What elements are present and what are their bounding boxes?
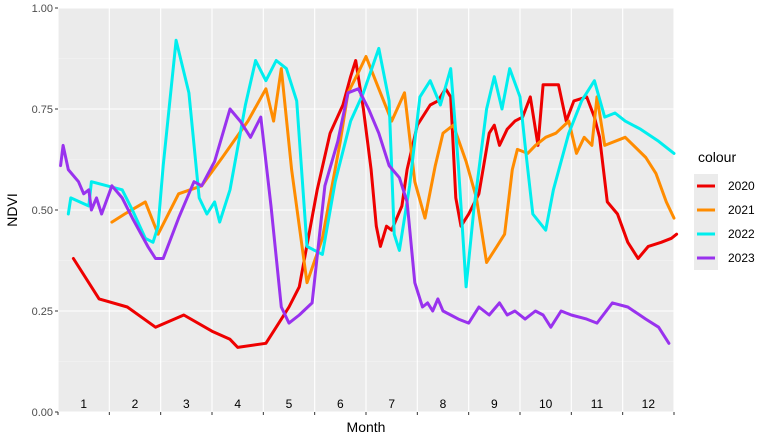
- x-tick-label: 11: [591, 397, 604, 411]
- legend-label: 2020: [728, 179, 755, 193]
- x-tick-label: 2: [132, 397, 139, 411]
- x-tick-label: 5: [286, 397, 293, 411]
- y-tick-label: 0.75: [32, 104, 53, 116]
- x-tick-label: 12: [642, 397, 656, 411]
- y-tick-label: 0.25: [32, 306, 53, 318]
- x-tick-label: 4: [234, 397, 241, 411]
- y-tick-label: 0.00: [32, 407, 53, 419]
- legend-label: 2022: [728, 227, 755, 241]
- y-tick-label: 0.50: [32, 205, 53, 217]
- x-tick-label: 9: [491, 397, 498, 411]
- y-tick-label: 1.00: [32, 3, 53, 15]
- x-tick-label: 3: [183, 397, 190, 411]
- series-lines: [59, 38, 679, 349]
- x-tick-label: 8: [440, 397, 447, 411]
- legend: colour 2020 2021 2022 2023: [694, 149, 755, 270]
- x-tick-label: 10: [539, 397, 553, 411]
- x-axis-ticks: 1 2 3 4 5 6 7 8 9 10 11 12: [57, 397, 675, 415]
- y-axis-ticks: 0.00 0.25 0.50 0.75 1.00: [32, 3, 58, 419]
- series-line-2023: [59, 87, 671, 345]
- x-tick-label: 1: [80, 397, 87, 411]
- x-tick-label: 7: [388, 397, 395, 411]
- y-axis-title: NDVI: [4, 193, 20, 226]
- legend-label: 2021: [728, 203, 755, 217]
- legend-title: colour: [698, 149, 736, 165]
- x-axis-title: Month: [347, 419, 386, 435]
- series-line-2022: [66, 38, 676, 289]
- x-tick-label: 6: [337, 397, 344, 411]
- series-line-2021: [110, 55, 676, 285]
- legend-label: 2023: [728, 251, 755, 265]
